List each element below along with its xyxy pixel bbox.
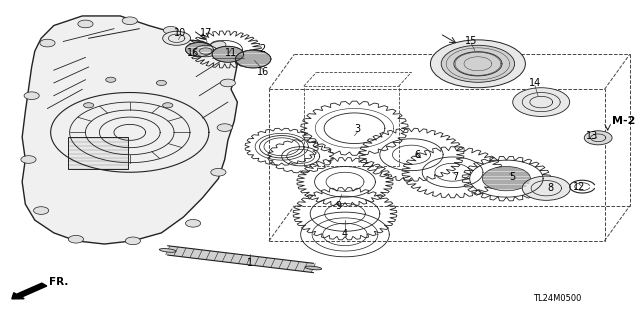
- Circle shape: [21, 156, 36, 163]
- Text: 2: 2: [260, 44, 266, 55]
- Circle shape: [106, 77, 116, 82]
- Circle shape: [122, 17, 138, 25]
- FancyArrow shape: [12, 283, 47, 299]
- Text: FR.: FR.: [49, 277, 68, 287]
- Circle shape: [211, 168, 226, 176]
- Circle shape: [163, 31, 191, 45]
- Circle shape: [40, 39, 55, 47]
- Text: 10: 10: [174, 28, 186, 39]
- Text: 8: 8: [548, 183, 554, 193]
- Text: M-2: M-2: [612, 116, 636, 126]
- Text: 6: 6: [415, 150, 421, 160]
- Circle shape: [212, 46, 244, 62]
- Text: 9: 9: [335, 201, 342, 211]
- Text: 13: 13: [586, 130, 598, 141]
- Circle shape: [186, 219, 201, 227]
- Text: 11: 11: [225, 48, 237, 58]
- Text: 5: 5: [509, 172, 516, 182]
- Text: 12: 12: [573, 182, 586, 192]
- Bar: [68, 137, 128, 169]
- Text: 14: 14: [529, 78, 541, 88]
- Text: 7: 7: [452, 172, 459, 182]
- Circle shape: [68, 235, 84, 243]
- Polygon shape: [166, 246, 316, 273]
- Circle shape: [163, 26, 179, 34]
- Text: 15: 15: [465, 36, 478, 47]
- Circle shape: [431, 40, 525, 88]
- Circle shape: [211, 41, 226, 48]
- Text: 4: 4: [342, 229, 348, 240]
- Circle shape: [522, 176, 570, 200]
- PathPatch shape: [22, 16, 237, 244]
- Circle shape: [186, 42, 213, 56]
- Circle shape: [441, 45, 515, 82]
- Ellipse shape: [159, 249, 176, 252]
- Circle shape: [78, 20, 93, 28]
- Circle shape: [513, 88, 570, 116]
- Circle shape: [483, 167, 531, 191]
- Circle shape: [584, 131, 612, 145]
- Text: 16: 16: [257, 67, 269, 77]
- Text: 1: 1: [247, 258, 253, 268]
- Circle shape: [156, 80, 166, 85]
- Circle shape: [125, 237, 141, 245]
- Circle shape: [163, 103, 173, 108]
- Text: TL24M0500: TL24M0500: [533, 294, 581, 303]
- Circle shape: [217, 124, 232, 131]
- Ellipse shape: [305, 266, 322, 270]
- Text: 3: 3: [355, 124, 361, 134]
- Circle shape: [33, 207, 49, 214]
- Circle shape: [195, 45, 217, 57]
- Text: 17: 17: [200, 28, 212, 39]
- Circle shape: [24, 92, 39, 100]
- Circle shape: [236, 50, 271, 68]
- Text: 16: 16: [187, 48, 199, 58]
- Circle shape: [84, 103, 93, 108]
- Circle shape: [220, 79, 236, 87]
